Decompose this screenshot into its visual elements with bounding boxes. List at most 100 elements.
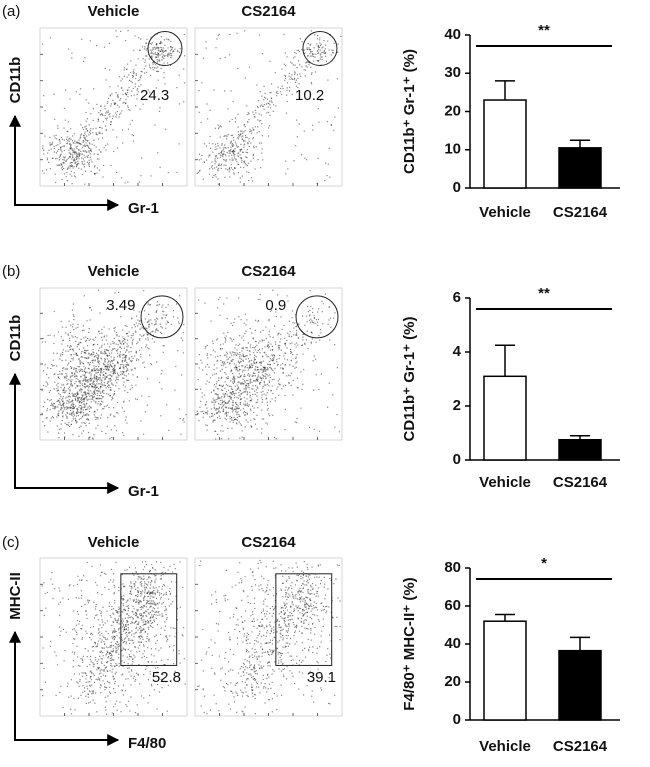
event-dot [277,363,279,365]
event-dot [146,593,148,595]
event-dot [107,111,109,114]
event-dot [76,141,79,144]
event-dot [66,380,68,382]
event-dot [293,77,296,79]
event-dot [148,348,150,350]
event-dot [109,395,111,397]
event-dot [112,129,114,131]
event-dot [269,364,271,366]
event-dot [257,399,259,401]
event-dot [318,430,321,432]
event-dot [78,380,80,382]
event-dot [265,370,267,372]
event-dot [132,71,134,73]
panel-label: (b) [2,263,20,280]
event-dot [108,588,110,590]
event-dot [79,341,81,343]
event-dot [249,128,251,130]
event-dot [136,651,138,653]
event-dot [126,605,128,607]
event-dot [216,412,218,414]
event-dot [155,578,157,580]
event-dot [78,673,80,675]
event-dot [86,561,88,564]
event-dot [100,113,102,115]
event-dot [221,406,223,408]
event-dot [146,578,148,581]
event-dot [83,379,85,381]
event-dot [92,119,94,121]
event-dot [59,140,61,142]
event-dot [302,336,304,338]
event-dot [45,385,47,387]
event-dot [121,407,123,409]
event-dot [86,155,88,158]
event-dot [225,384,228,386]
event-dot [88,353,90,355]
event-dot [98,398,100,400]
event-dot [146,378,149,380]
event-dot [237,131,239,133]
event-dot [283,355,285,357]
event-dot [247,379,249,381]
event-dot [54,651,56,653]
event-dot [222,153,225,156]
event-dot [114,630,116,632]
event-dot [108,378,110,380]
event-dot [85,340,87,342]
event-dot [174,636,176,638]
event-dot [81,411,83,413]
event-dot [94,369,96,371]
event-dot [239,361,242,363]
event-dot [110,371,112,373]
event-dot [156,304,158,306]
event-dot [155,53,157,56]
event-dot [143,644,145,646]
event-dot [107,365,109,368]
event-dot [263,104,265,106]
event-dot [55,138,58,140]
event-dot [201,82,203,84]
event-dot [176,87,178,89]
event-dot [239,437,241,439]
event-dot [100,368,103,371]
event-dot [220,377,222,379]
event-dot [70,138,72,140]
event-dot [103,382,105,384]
event-dot [292,379,294,382]
event-dot [139,683,141,685]
event-dot [248,180,250,182]
event-dot [301,154,303,156]
event-dot [258,348,261,350]
event-dot [122,336,124,338]
event-dot [105,349,108,351]
event-dot [150,175,152,177]
event-dot [61,326,64,328]
event-dot [222,385,224,387]
event-dot [84,139,87,141]
event-dot [126,705,128,707]
event-dot [225,406,228,408]
event-dot [234,167,236,169]
event-dot [170,53,172,55]
event-dot [58,404,60,406]
event-dot [128,654,130,656]
event-dot [223,151,225,153]
event-dot [78,167,80,169]
event-dot [233,173,235,175]
event-dot [140,74,142,76]
event-dot [306,61,308,63]
event-dot [282,362,284,365]
event-dot [243,161,245,163]
event-dot [100,658,102,660]
event-dot [83,422,85,424]
event-dot [121,363,123,366]
event-dot [72,135,74,137]
event-dot [254,354,256,356]
event-dot [94,659,96,661]
event-dot [272,392,274,395]
event-dot [106,653,108,655]
event-dot [203,143,206,145]
event-dot [168,646,171,648]
event-dot [229,356,231,358]
